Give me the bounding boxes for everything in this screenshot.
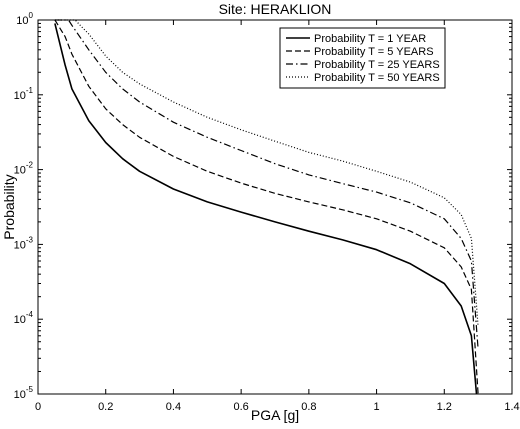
series-line <box>54 19 479 327</box>
x-tick-label: 1.2 <box>437 401 452 413</box>
y-tick-label: 10-5 <box>14 385 34 401</box>
x-axis: 0 0.2 0.4 0.6 0.8 1 1.2 1.4 <box>35 20 520 413</box>
legend-label: Probability T = 1 YEAR <box>314 33 426 45</box>
y-axis-label: Probability <box>1 174 17 239</box>
x-tick-label: 0.6 <box>233 401 248 413</box>
series-line <box>54 19 479 350</box>
series-layer <box>54 19 479 395</box>
legend-label: Probability T = 5 YEARS <box>314 46 434 58</box>
plot-area <box>37 19 513 395</box>
y-tick-label: 10-1 <box>14 86 34 102</box>
legend-label: Probability T = 50 YEARS <box>314 72 440 84</box>
x-tick-label: 0.4 <box>166 401 181 413</box>
series-line <box>54 19 479 395</box>
series-line <box>54 23 478 395</box>
y-tick-label: 100 <box>16 11 33 27</box>
y-tick-label: 10-4 <box>14 310 34 326</box>
y-tick-label: 10-2 <box>14 161 34 177</box>
y-axis: 10-5 10-4 10-3 10-2 10-1 100 <box>14 11 512 401</box>
x-axis-label: PGA [g] <box>251 407 299 423</box>
x-tick-label: 0.2 <box>98 401 113 413</box>
x-tick-label: 1.4 <box>504 401 519 413</box>
x-tick-label: 1 <box>374 401 380 413</box>
x-tick-label: 0.8 <box>301 401 316 413</box>
legend-label: Probability T = 25 YEARS <box>314 59 440 71</box>
y-tick-label: 10-3 <box>14 235 34 251</box>
chart-title: Site: HERAKLION <box>219 1 332 17</box>
x-tick-label: 0 <box>35 401 41 413</box>
